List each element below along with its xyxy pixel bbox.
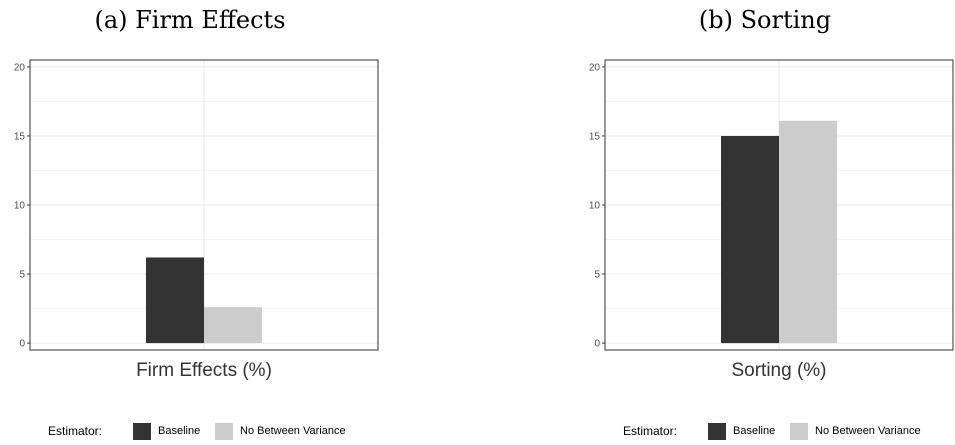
chart-title: (a) Firm Effects	[94, 6, 286, 34]
legend-label-no-between-variance: No Between Variance	[240, 425, 346, 437]
y-tick-label: 5	[594, 270, 600, 281]
legend-label-baseline: Baseline	[733, 425, 776, 437]
x-axis-label: Sorting (%)	[731, 360, 826, 381]
bar-baseline	[146, 257, 204, 344]
bar-no-between-variance	[204, 307, 262, 344]
chart-panel-sorting: (b) Sorting 0 5 10 15 20 Sorting (%) Estimato…	[575, 0, 955, 445]
plot-area: 0 5 10 15 20 Firm Effects (%)	[14, 59, 379, 381]
y-tick-label: 20	[589, 62, 601, 73]
plot-area: 0 5 10 15 20 Sorting (%)	[589, 59, 954, 381]
y-tick-label: 10	[589, 201, 601, 212]
y-tick-label: 0	[19, 339, 25, 350]
y-tick-label: 15	[14, 131, 26, 142]
legend-label-no-between-variance: No Between Variance	[815, 425, 921, 437]
x-axis-label: Firm Effects (%)	[136, 360, 272, 381]
y-tick-label: 0	[594, 339, 600, 350]
y-tick-label: 5	[19, 270, 25, 281]
legend-key-baseline	[133, 423, 151, 440]
legend-key-baseline	[708, 423, 726, 440]
chart-title: (b) Sorting	[698, 6, 832, 34]
legend: Estimator: Baseline No Between Variance	[0, 423, 380, 443]
legend: Estimator: Baseline No Between Variance	[575, 423, 955, 443]
legend-label-baseline: Baseline	[158, 425, 201, 437]
legend-key-no-between-variance	[790, 423, 808, 440]
legend-title: Estimator:	[48, 424, 103, 438]
y-tick-label: 15	[589, 131, 601, 142]
chart-panel-firm-effects: (a) Firm Effects 0 5 10 15 20 Firm Effects (%…	[0, 0, 380, 445]
y-tick-label: 10	[14, 201, 26, 212]
legend-key-no-between-variance	[215, 423, 233, 440]
bar-no-between-variance	[779, 120, 837, 344]
bar-baseline	[721, 135, 779, 344]
y-tick-label: 20	[14, 62, 26, 73]
legend-title: Estimator:	[623, 424, 678, 438]
